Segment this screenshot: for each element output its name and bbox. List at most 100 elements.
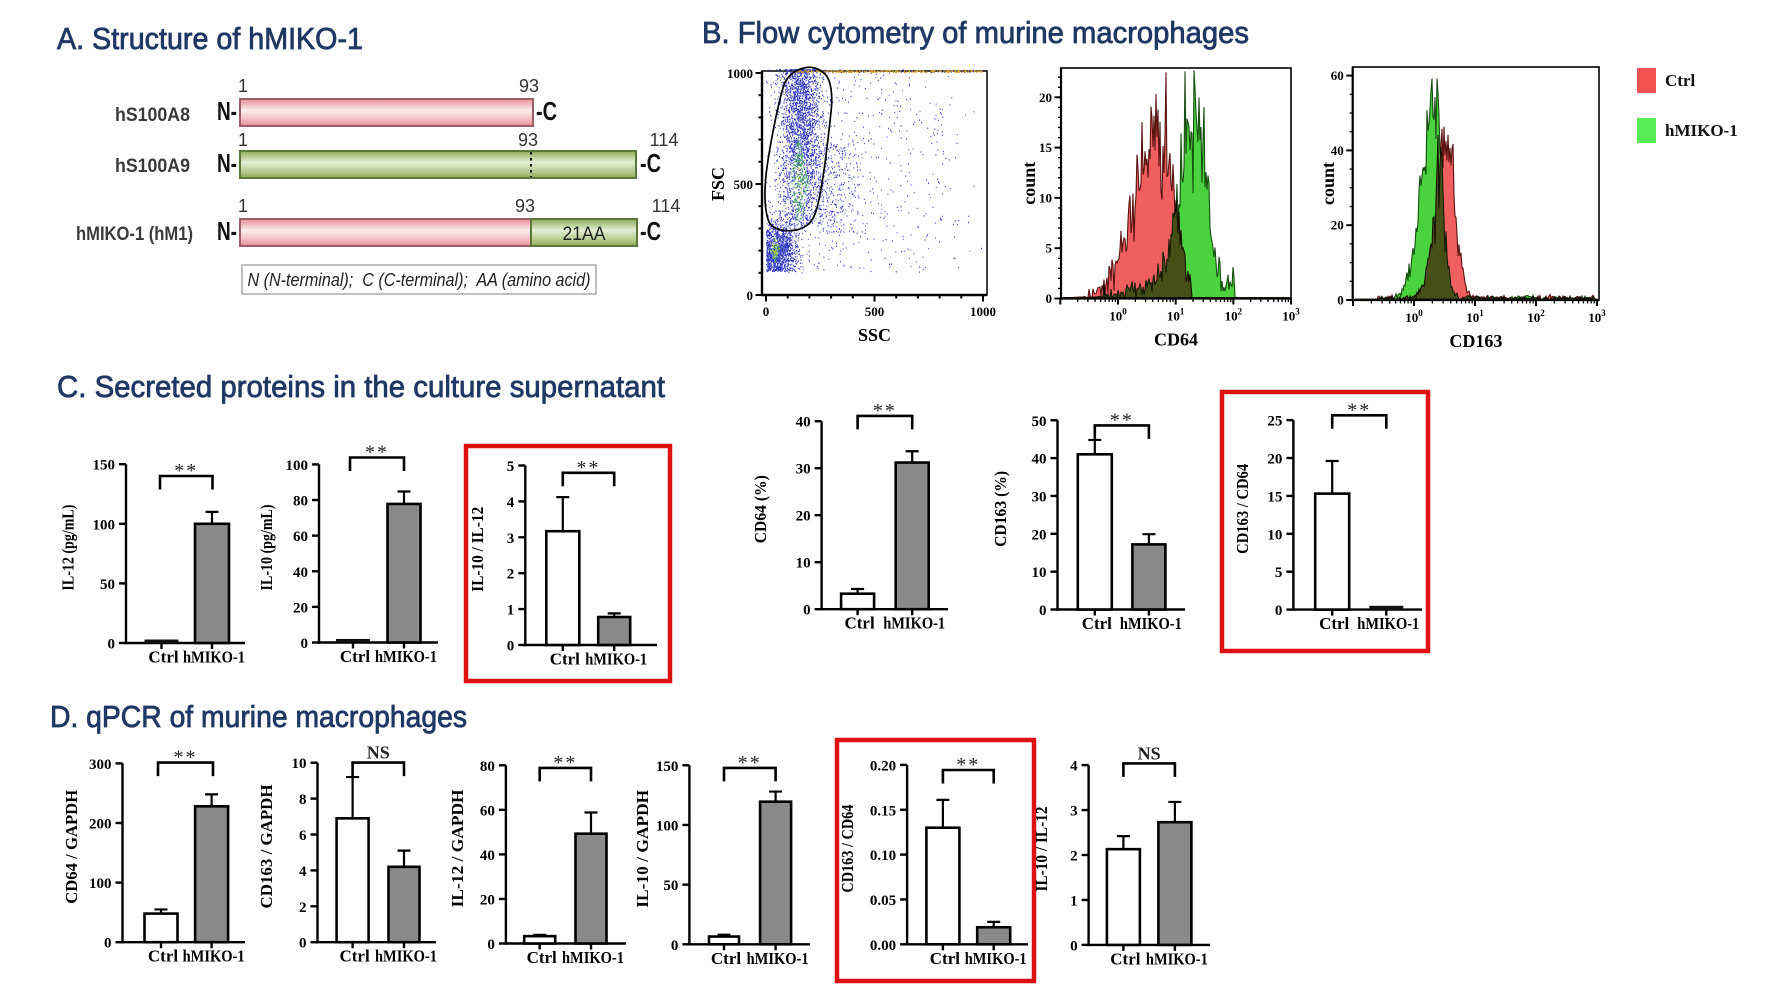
svg-text:0.05: 0.05	[870, 893, 896, 909]
svg-text:**: **	[1347, 399, 1371, 421]
svg-text:0: 0	[1039, 603, 1047, 619]
svg-text:114: 114	[650, 130, 679, 150]
svg-text:40: 40	[293, 565, 308, 581]
svg-text:0: 0	[671, 938, 679, 954]
svg-text:1000: 1000	[727, 66, 753, 81]
svg-text:hMIKO-1: hMIKO-1	[375, 647, 437, 666]
svg-text:Ctrl: Ctrl	[1082, 614, 1112, 633]
svg-text:0: 0	[1275, 603, 1283, 619]
svg-text:500: 500	[734, 177, 754, 192]
svg-text:10: 10	[1039, 190, 1052, 205]
svg-text:3: 3	[507, 531, 515, 547]
svg-text:N (N-terminal); C (C-terminal: N (N-terminal); C (C-terminal); AA (amin…	[248, 270, 591, 290]
svg-text:40: 40	[796, 415, 811, 431]
svg-text:0: 0	[301, 636, 309, 652]
svg-text:93: 93	[519, 76, 539, 96]
svg-text:4: 4	[507, 495, 515, 511]
svg-text:20: 20	[480, 892, 495, 908]
svg-text:hMIKO-1: hMIKO-1	[1665, 121, 1738, 140]
svg-text:hMIKO-1: hMIKO-1	[1357, 614, 1419, 633]
svg-text:N-: N-	[217, 96, 237, 126]
svg-text:15: 15	[1267, 489, 1282, 505]
svg-text:8: 8	[299, 792, 307, 808]
svg-text:**: **	[956, 754, 980, 776]
svg-text:80: 80	[293, 494, 308, 510]
svg-text:IL-12 (pg/mL): IL-12 (pg/mL)	[59, 505, 78, 591]
svg-text:hMIKO-1: hMIKO-1	[1146, 949, 1208, 968]
svg-text:50: 50	[1032, 414, 1047, 430]
svg-text:500: 500	[865, 304, 885, 319]
svg-text:N-: N-	[217, 148, 237, 178]
svg-text:N-: N-	[217, 216, 237, 246]
svg-text:1000: 1000	[970, 304, 996, 319]
svg-text:hMIKO-1: hMIKO-1	[183, 648, 245, 667]
svg-text:15: 15	[1039, 140, 1053, 155]
svg-text:**: **	[365, 442, 389, 464]
svg-text:0: 0	[507, 639, 515, 655]
svg-text:6: 6	[299, 828, 307, 844]
svg-text:Ctrl: Ctrl	[844, 614, 874, 633]
svg-text:-C: -C	[640, 148, 661, 178]
svg-text:20: 20	[1039, 90, 1052, 105]
svg-text:40: 40	[480, 848, 495, 864]
svg-text:20: 20	[1267, 452, 1282, 468]
svg-text:10: 10	[292, 756, 307, 772]
svg-text:CD163 / CD64: CD163 / CD64	[1233, 464, 1252, 554]
svg-text:-C: -C	[536, 96, 557, 126]
svg-text:hMIKO-1 (hM1): hMIKO-1 (hM1)	[76, 223, 193, 245]
svg-text:1: 1	[1070, 893, 1078, 909]
svg-text:5: 5	[1275, 565, 1283, 581]
svg-text:2: 2	[507, 567, 515, 583]
svg-text:100: 100	[93, 517, 116, 533]
svg-text:hS100A9: hS100A9	[115, 155, 190, 177]
svg-text:0: 0	[108, 637, 116, 653]
svg-text:4: 4	[299, 864, 307, 880]
svg-text:Ctrl: Ctrl	[1319, 614, 1349, 633]
svg-text:D. qPCR of murine macrophages: D. qPCR of murine macrophages	[50, 699, 467, 734]
svg-text:0.20: 0.20	[870, 758, 896, 774]
svg-text:Ctrl: Ctrl	[340, 647, 370, 666]
svg-text:0: 0	[1070, 938, 1078, 954]
svg-text:3: 3	[1070, 804, 1078, 820]
svg-text:150: 150	[93, 458, 116, 474]
svg-text:IL-10 (pg/mL): IL-10 (pg/mL)	[257, 504, 276, 590]
svg-text:0: 0	[1046, 291, 1053, 306]
svg-text:FSC: FSC	[708, 167, 728, 201]
svg-text:NS: NS	[367, 743, 390, 763]
svg-text:2: 2	[1070, 849, 1078, 865]
svg-text:50: 50	[100, 577, 115, 593]
svg-text:40: 40	[1331, 143, 1344, 158]
svg-text:CD163 / CD64: CD163 / CD64	[838, 805, 857, 893]
svg-text:A. Structure of hMIKO-1: A. Structure of hMIKO-1	[57, 21, 363, 56]
svg-text:CD163: CD163	[1449, 331, 1502, 351]
svg-text:0: 0	[763, 304, 770, 319]
svg-text:1: 1	[507, 603, 515, 619]
svg-text:Ctrl: Ctrl	[550, 650, 580, 669]
svg-text:0: 0	[104, 936, 112, 952]
svg-text:Ctrl: Ctrl	[711, 949, 741, 968]
svg-text:20: 20	[1331, 218, 1344, 233]
svg-text:100: 100	[89, 876, 112, 892]
svg-text:hMIKO-1: hMIKO-1	[747, 949, 809, 968]
svg-text:IL-10 / IL-12: IL-10 / IL-12	[1032, 807, 1051, 892]
svg-text:**: **	[553, 752, 577, 774]
svg-text:114: 114	[652, 196, 681, 216]
svg-text:0: 0	[487, 937, 495, 953]
svg-text:**: **	[873, 400, 897, 422]
svg-text:B. Flow cytometry of murine ma: B. Flow cytometry of murine macrophages	[702, 15, 1249, 50]
svg-text:0: 0	[803, 603, 811, 619]
svg-text:5: 5	[1046, 241, 1053, 256]
svg-text:0.00: 0.00	[870, 938, 896, 954]
svg-text:0.10: 0.10	[870, 848, 896, 864]
svg-text:Ctrl: Ctrl	[930, 949, 960, 968]
svg-text:30: 30	[796, 462, 811, 478]
svg-text:2: 2	[299, 900, 307, 916]
svg-text:hS100A8: hS100A8	[115, 104, 190, 126]
svg-text:60: 60	[1331, 68, 1344, 83]
svg-text:hMIKO-1: hMIKO-1	[375, 947, 437, 966]
svg-text:93: 93	[518, 130, 538, 150]
svg-text:10: 10	[796, 556, 811, 572]
svg-text:0: 0	[747, 288, 754, 303]
svg-text:Ctrl: Ctrl	[148, 648, 178, 667]
svg-text:C. Secreted proteins in the cu: C. Secreted proteins in the culture supe…	[57, 369, 665, 404]
